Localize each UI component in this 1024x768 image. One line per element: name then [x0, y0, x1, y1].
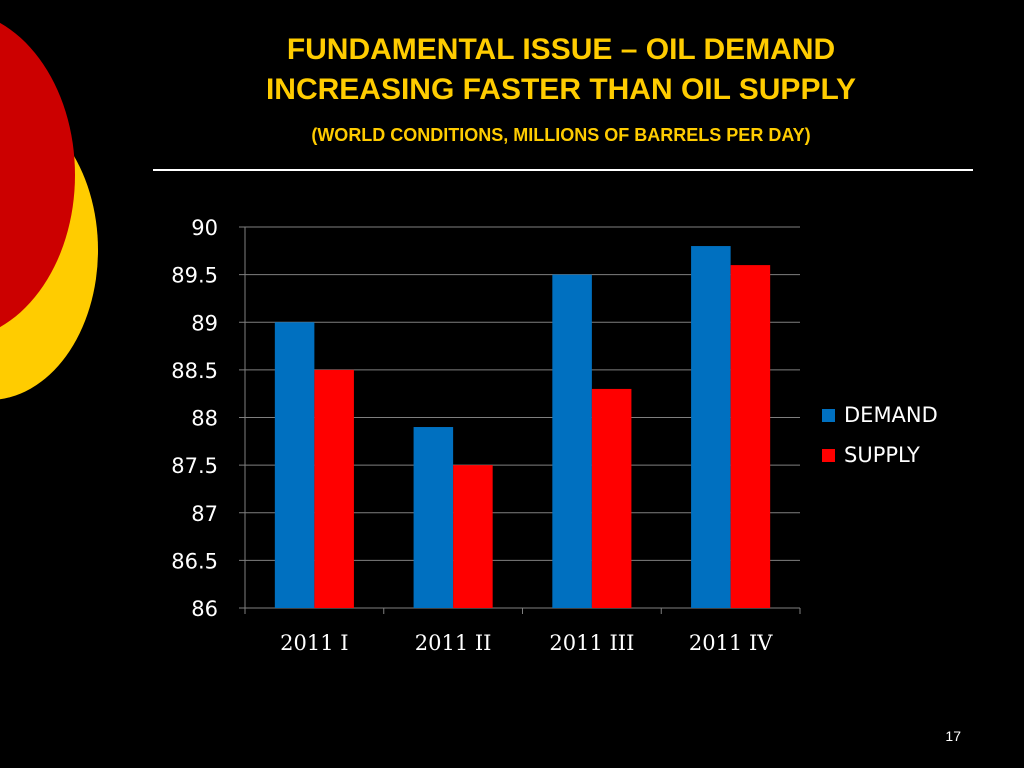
x-category-label: 2011 I [280, 631, 348, 655]
x-category-label: 2011 II [415, 631, 492, 655]
bar-supply-2 [591, 388, 632, 608]
y-tick-label: 89 [191, 311, 218, 335]
bar-demand-3 [691, 246, 731, 609]
slide-subtitle: (WORLD CONDITIONS, MILLIONS OF BARRELS P… [311, 125, 811, 145]
bar-supply-1 [453, 465, 493, 608]
slide-title-line-1: FUNDAMENTAL ISSUE – OIL DEMAND [286, 33, 836, 66]
legend-label: DEMAND [844, 403, 938, 427]
legend-label: SUPPLY [844, 443, 920, 467]
bar-supply-3 [730, 265, 771, 608]
legend-swatch [822, 448, 835, 462]
y-tick-label: 87 [191, 502, 218, 526]
y-tick-label: 88.5 [171, 359, 218, 383]
slide-title-line-2: INCREASING FASTER THAN OIL SUPPLY [265, 73, 857, 106]
bar-supply-0 [314, 369, 354, 608]
legend-item-demand: DEMAND [822, 401, 938, 429]
bar-demand-1 [413, 427, 454, 608]
y-tick-label: 90 [191, 216, 218, 240]
y-tick-label: 86.5 [171, 549, 218, 573]
y-tick-label: 88 [191, 407, 218, 431]
bar-demand-2 [552, 274, 592, 608]
legend-item-supply: SUPPLY [822, 441, 938, 469]
y-tick-label: 86 [191, 597, 218, 621]
title-divider [153, 169, 973, 171]
y-tick-label: 87.5 [171, 454, 218, 478]
x-category-label: 2011 III [549, 631, 634, 655]
y-tick-label: 89.5 [171, 264, 218, 288]
title-block: FUNDAMENTAL ISSUE – OIL DEMAND INCREASIN… [150, 30, 972, 146]
bar-demand-0 [274, 322, 315, 608]
page-number: 17 [945, 728, 961, 744]
chart-legend: DEMAND SUPPLY [822, 401, 938, 481]
legend-swatch [822, 408, 835, 422]
x-category-label: 2011 IV [689, 631, 773, 655]
